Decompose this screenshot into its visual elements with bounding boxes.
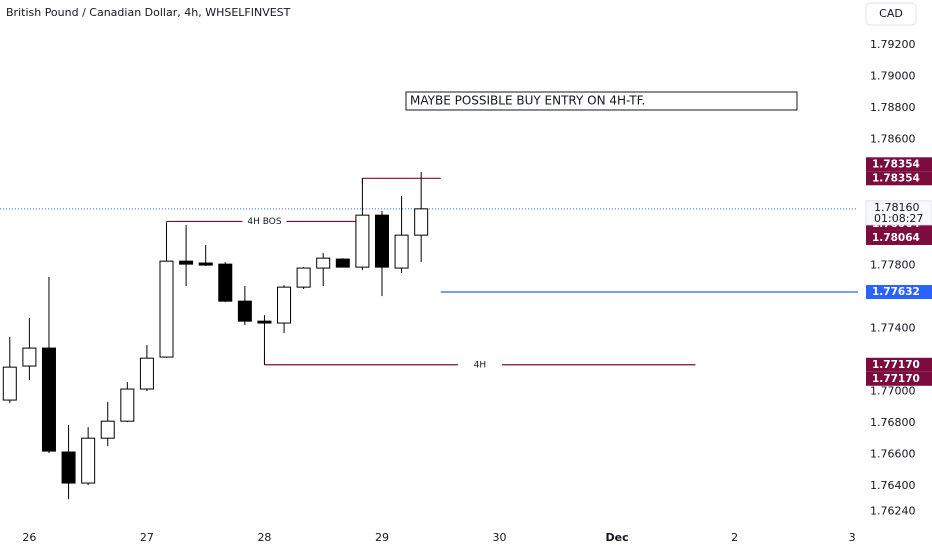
y-tick-label: 1.76240 [870, 504, 916, 517]
candle-body [237, 300, 252, 322]
y-tick-label: 1.76600 [870, 448, 916, 461]
candle-body [120, 388, 135, 422]
price-label: 1.78064 [872, 232, 920, 244]
candle-body [394, 234, 409, 269]
candle-body [257, 320, 272, 324]
x-tick-label: 29 [375, 531, 389, 544]
candle-body [179, 260, 194, 265]
price-label: 1.77170 [872, 359, 920, 371]
level-label: 4H [474, 360, 487, 370]
price-label: 1.78354 [872, 172, 920, 184]
level-label-bg [457, 358, 502, 371]
x-tick-label: 2 [731, 531, 738, 544]
annotation-box [405, 91, 798, 111]
price-label: 1.78354 [872, 158, 920, 170]
y-tick-label: 1.78800 [870, 101, 916, 114]
candle-body [159, 260, 174, 358]
candle-body [61, 451, 76, 484]
y-tick-label: 1.79000 [870, 70, 916, 83]
price-label-bg [866, 171, 932, 186]
level-label: 4H BOS [247, 217, 281, 227]
countdown-label: 01:08:27 [874, 212, 923, 225]
price-label: 1.77170 [872, 373, 920, 385]
candle-body [198, 262, 213, 266]
price-label-bg [866, 230, 932, 245]
candle-body [41, 347, 56, 452]
candle-body [218, 263, 233, 302]
candle-body [22, 347, 37, 367]
current-price-bg [865, 200, 932, 226]
currency-button[interactable] [865, 2, 917, 26]
candle-body [139, 357, 154, 390]
price-label: 1.77632 [872, 286, 920, 298]
y-tick-label: 1.77000 [870, 385, 916, 398]
candle-body [2, 366, 17, 401]
candle-body [374, 214, 389, 268]
level-label-bg [242, 215, 287, 228]
x-tick-label: 26 [22, 531, 36, 544]
x-tick-label: 28 [257, 531, 271, 544]
candle-body [335, 258, 350, 268]
y-tick-label: 1.78600 [870, 133, 916, 146]
price-label-bg [866, 285, 932, 300]
currency-label[interactable]: CAD [879, 7, 903, 20]
y-tick-label: 1.77400 [870, 322, 916, 335]
x-tick-label: 3 [849, 531, 856, 544]
candle-body [277, 286, 292, 324]
candle-body [414, 208, 429, 236]
y-tick-label: 1.76800 [870, 416, 916, 429]
y-tick-label: 1.76400 [870, 479, 916, 492]
chart-title: British Pound / Canadian Dollar, 4h, WHS… [6, 6, 291, 19]
candle-body [81, 437, 96, 484]
price-label-bg [866, 357, 932, 372]
candle-body [296, 267, 311, 288]
candle-body [100, 420, 115, 439]
candle-body [355, 214, 370, 268]
y-tick-label: 1.79200 [870, 38, 916, 51]
x-tick-label: 27 [140, 531, 154, 544]
price-label-bg [866, 157, 932, 172]
y-tick-label: 1.77800 [870, 259, 916, 272]
current-price-label: 1.78160 [874, 201, 920, 214]
price-label-bg [866, 371, 932, 386]
x-tick-label: Dec [605, 531, 628, 544]
x-tick-label: 30 [493, 531, 507, 544]
annotation-text: MAYBE POSSIBLE BUY ENTRY ON 4H-TF. [410, 94, 645, 108]
candle-body [316, 257, 331, 269]
